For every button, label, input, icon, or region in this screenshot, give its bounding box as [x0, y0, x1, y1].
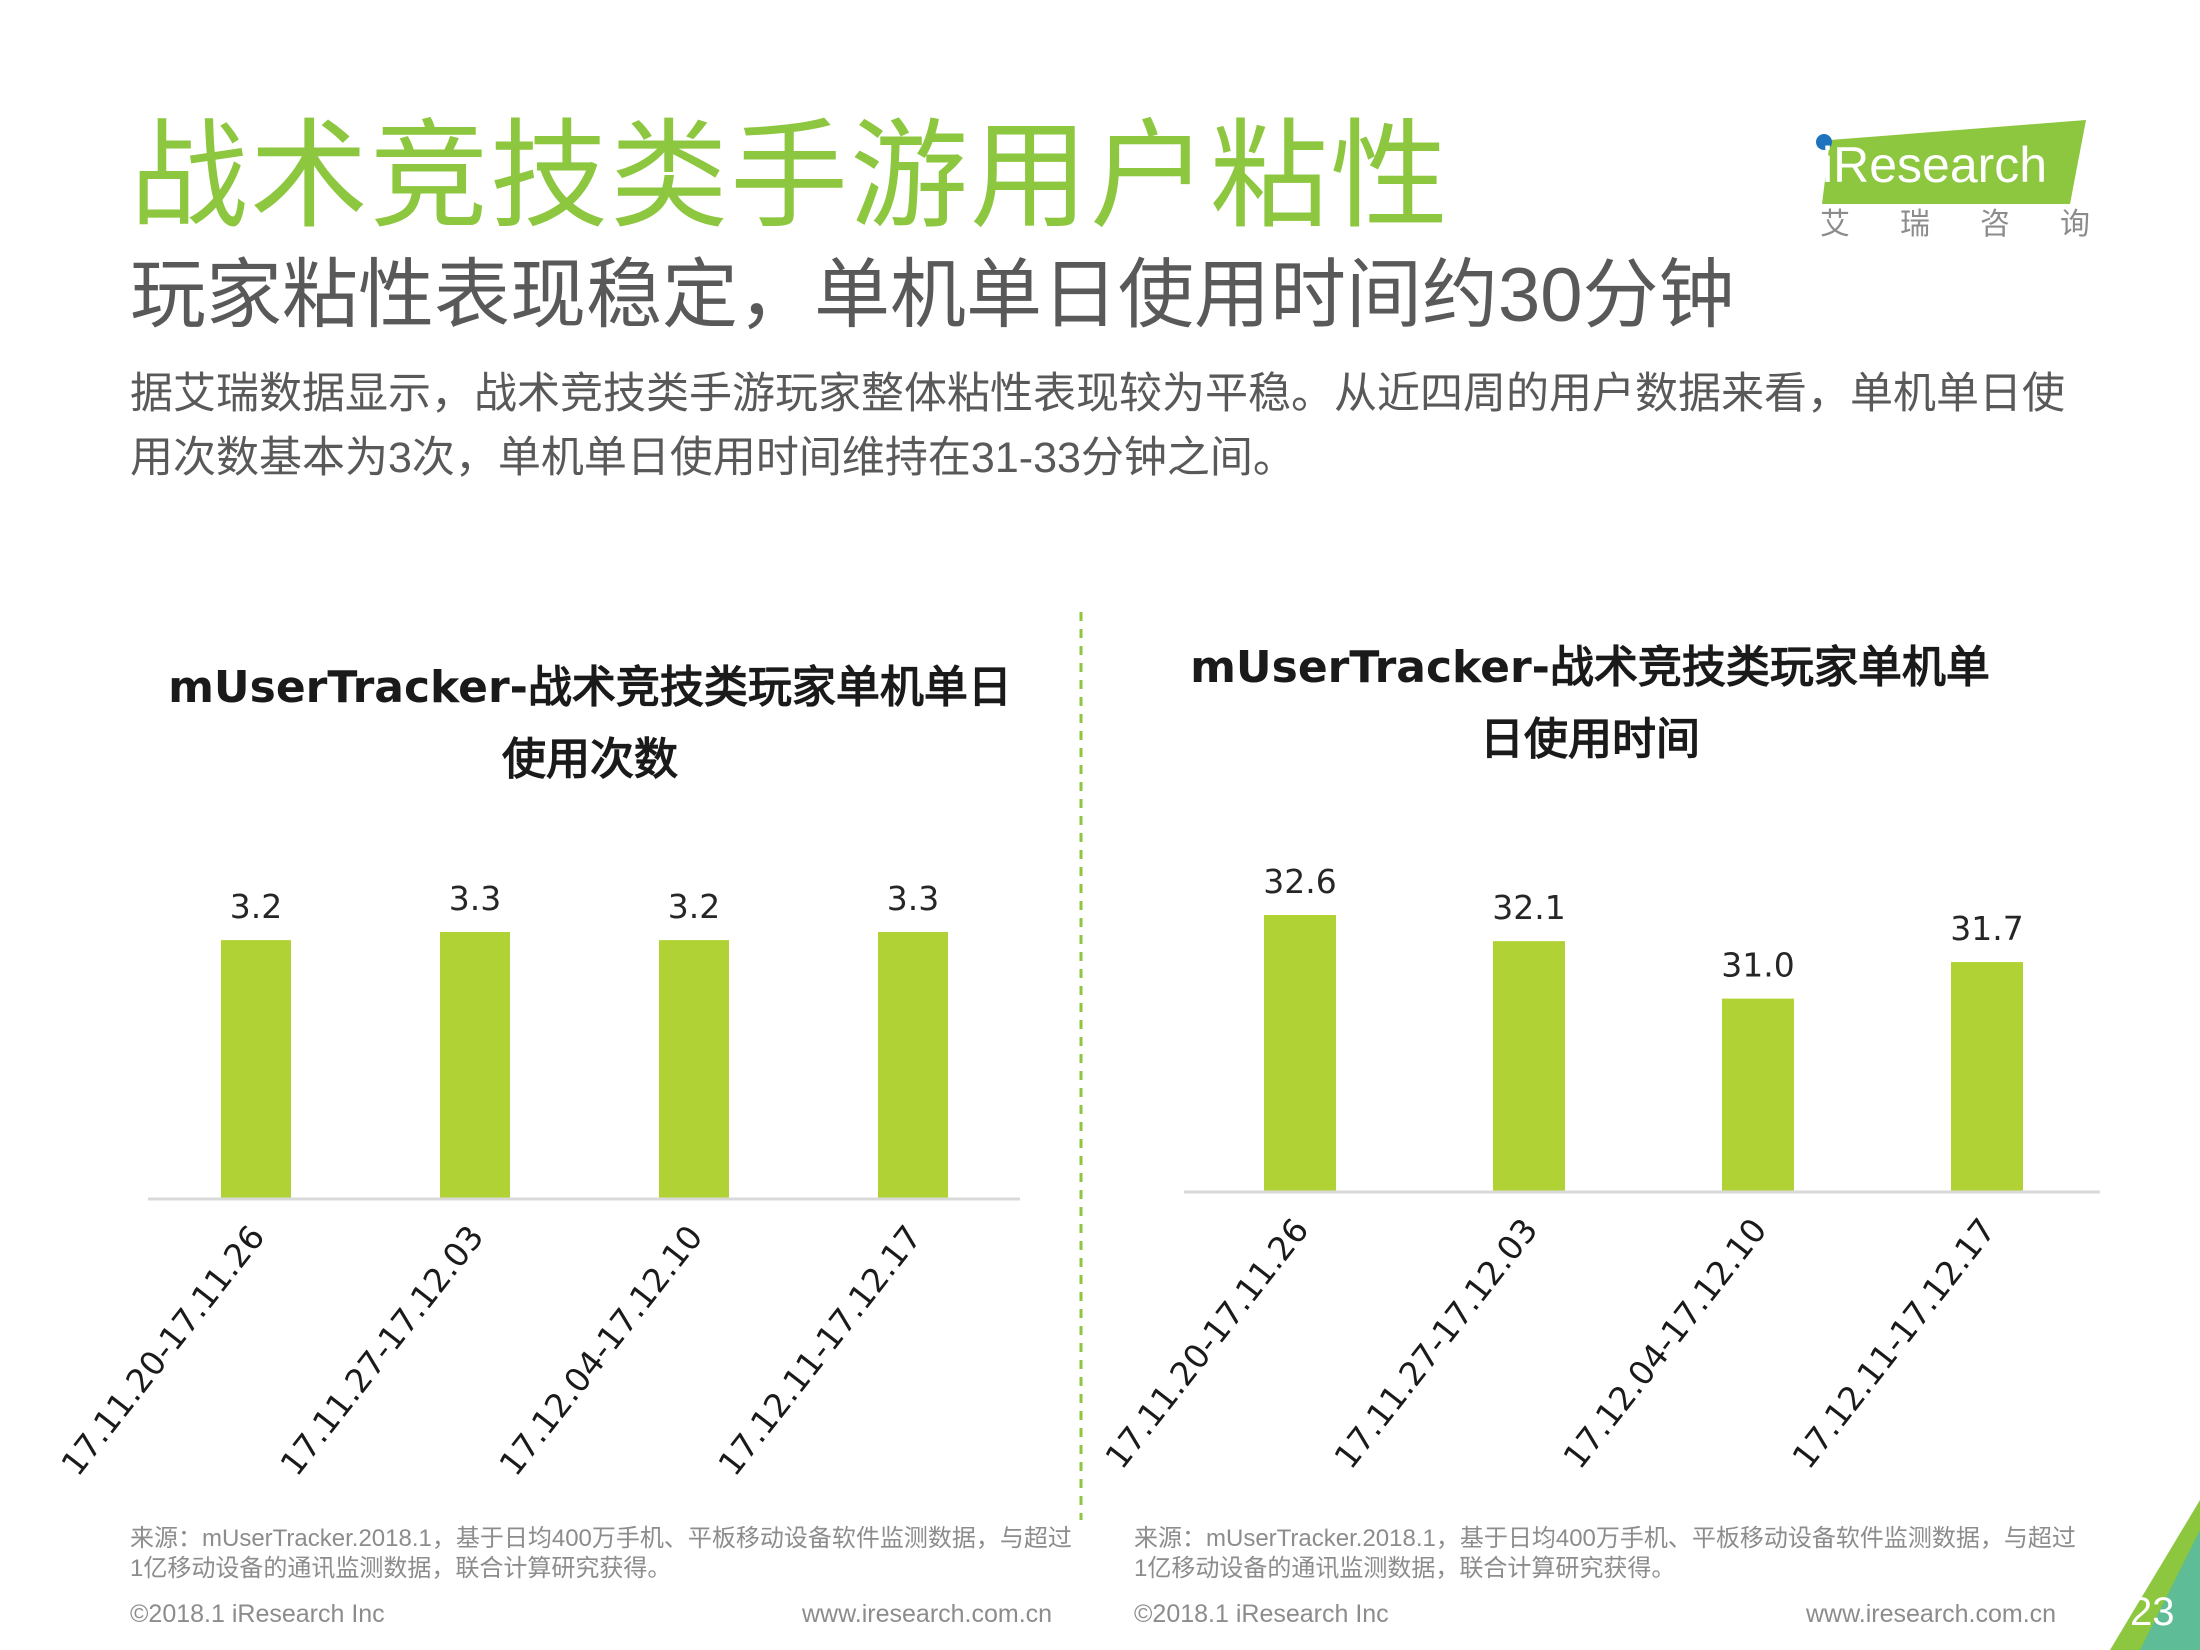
copyright-left: ©2018.1 iResearch Inc: [130, 1600, 385, 1628]
page-subtitle: 玩家粘性表现稳定，单机单日使用时间约30分钟: [130, 253, 1735, 338]
corner-decoration-light: [2140, 1530, 2200, 1650]
bar: [1493, 941, 1565, 1192]
bar: [440, 932, 510, 1199]
x-tick-label: 17.12.11-17.12.17: [710, 1218, 929, 1483]
data-label: 31.0: [1721, 946, 1794, 985]
data-label: 31.7: [1950, 909, 2023, 948]
chart-usage-count: 3.2 17.11.20-17.11.26 3.3 17.11.27-17.12.03…: [53, 879, 1020, 1483]
chart-title-line: mUserTracker-战术竞技类玩家单机单: [1190, 642, 1990, 693]
bar: [659, 940, 729, 1199]
data-label: 3.3: [449, 879, 501, 918]
logo-wordmark-text: iResearch: [1822, 137, 2047, 193]
website-link-left[interactable]: www.iresearch.com.cn: [802, 1600, 1053, 1628]
logo-green-band: [1822, 120, 2086, 204]
logo-tagline-char: 咨: [1980, 208, 2010, 241]
x-tick-label: 17.11.27-17.12.03: [272, 1218, 491, 1483]
chart-usage-time-title: mUserTracker-战术竞技类玩家单机单 日使用时间: [1160, 632, 2020, 776]
x-tick-label: 17.11.20-17.11.26: [53, 1218, 272, 1483]
chart-title-line: 使用次数: [502, 734, 678, 785]
bar: [1264, 915, 1336, 1192]
data-label: 3.2: [230, 887, 282, 926]
bar: [221, 940, 291, 1199]
x-tick-label: 17.12.04-17.12.10: [491, 1218, 710, 1483]
logo-blue-dot: [1816, 134, 1832, 150]
data-label: 32.1: [1492, 888, 1565, 927]
x-tick-label: 17.11.20-17.11.26: [1097, 1211, 1316, 1476]
bar: [1722, 998, 1794, 1192]
page-title: 战术竞技类手游用户粘性: [130, 111, 1451, 243]
page-description: 据艾瑞数据显示，战术竞技类手游玩家整体粘性表现较为平稳。从近四周的用户数据来看，…: [130, 370, 2065, 482]
chart-title-line: mUserTracker-战术竞技类玩家单机单日: [168, 662, 1012, 713]
website-link-right[interactable]: www.iresearch.com.cn: [1806, 1600, 2057, 1628]
page-number: 23: [2130, 1590, 2175, 1634]
logo-tagline-char: 瑞: [1900, 208, 1930, 241]
data-label: 3.2: [668, 887, 720, 926]
bar: [878, 932, 948, 1199]
logo-tagline: 艾 瑞 咨 询: [1820, 210, 2090, 240]
chart-usage-count-title: mUserTracker-战术竞技类玩家单机单日 使用次数: [160, 652, 1020, 796]
iresearch-logo: iResearch: [1816, 120, 2086, 204]
data-label: 32.6: [1263, 862, 1336, 901]
data-label: 3.3: [887, 879, 939, 918]
source-note-left: 来源：mUserTracker.2018.1，基于日均400万手机、平板移动设备…: [130, 1525, 1072, 1582]
bar: [1951, 962, 2023, 1192]
chart-title-line: 日使用时间: [1480, 714, 1700, 765]
x-tick-label: 17.12.11-17.12.17: [1784, 1211, 2003, 1476]
source-note-right: 来源：mUserTracker.2018.1，基于日均400万手机、平板移动设备…: [1134, 1525, 2076, 1582]
copyright-right: ©2018.1 iResearch Inc: [1134, 1600, 1389, 1628]
chart-usage-time: 32.6 17.11.20-17.11.26 32.1 17.11.27-17.12.…: [1097, 862, 2100, 1476]
logo-tagline-char: 艾: [1820, 208, 1850, 241]
logo-tagline-char: 询: [2060, 208, 2090, 241]
x-tick-label: 17.11.27-17.12.03: [1326, 1211, 1545, 1476]
x-tick-label: 17.12.04-17.12.10: [1555, 1211, 1774, 1476]
